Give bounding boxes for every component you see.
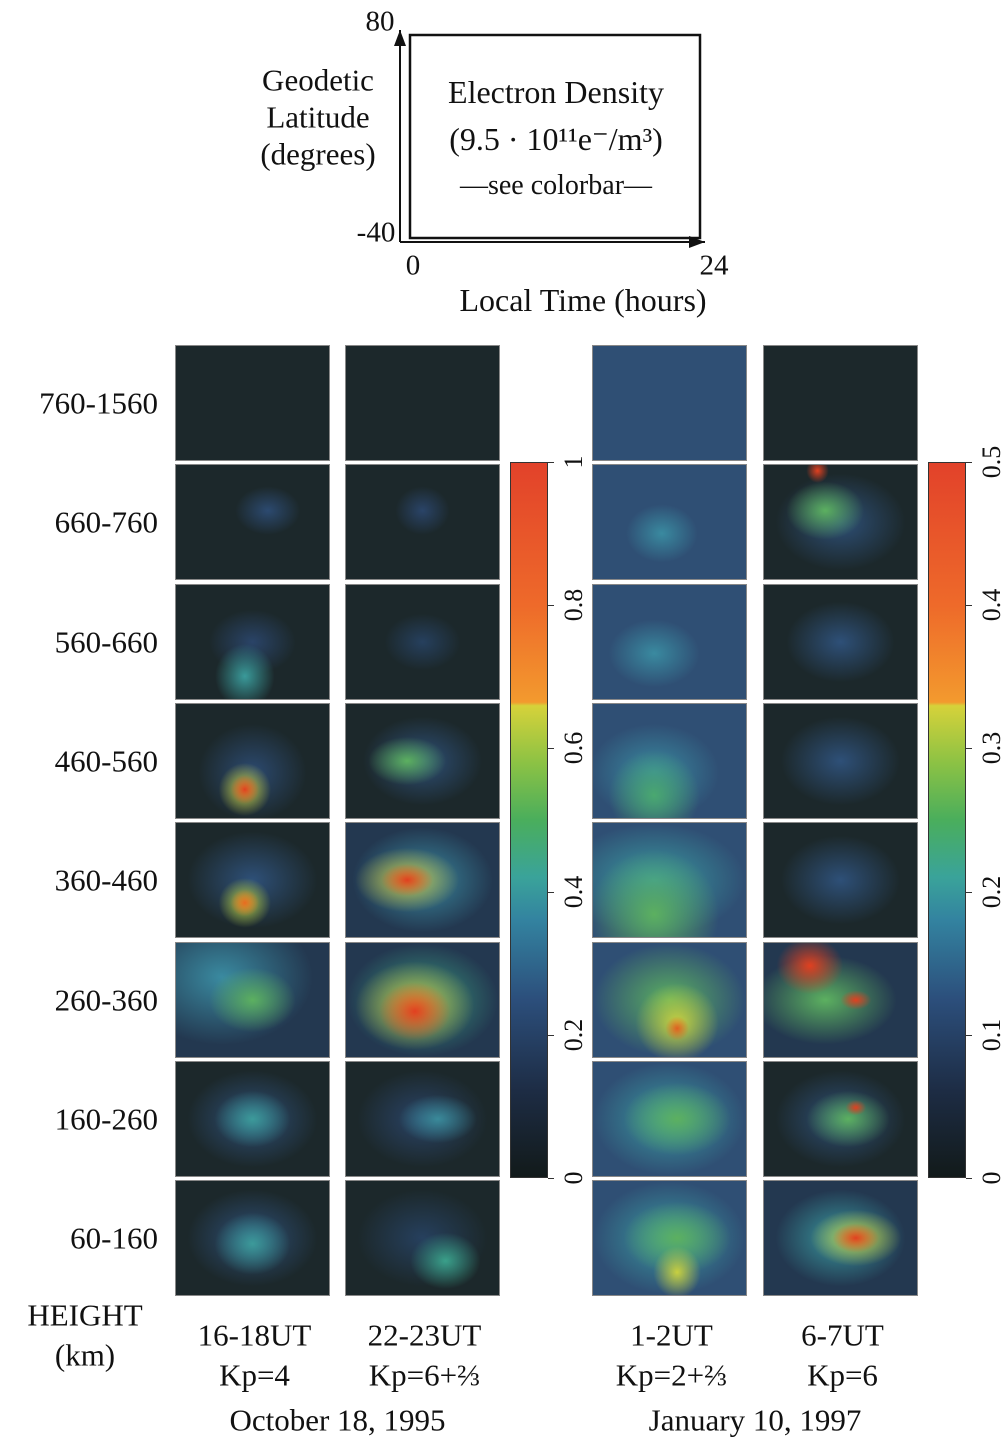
- key-box-text: (9.5 · 10¹¹e⁻/m³): [449, 121, 663, 157]
- heatmap-panel: [345, 1060, 500, 1177]
- colorbar-tick-label: 0.3: [977, 732, 1005, 765]
- heatmap-panel: [592, 822, 747, 939]
- colorbar-tick: [966, 1178, 972, 1179]
- height-label: (km): [54, 1337, 116, 1373]
- heatmap-panel: [175, 464, 330, 581]
- colorbar-tick: [548, 1178, 554, 1179]
- date-label: January 10, 1997: [648, 1402, 862, 1438]
- colorbar-tick-label: 0.2: [977, 875, 1005, 908]
- key-box-text: Electron Density: [448, 74, 664, 110]
- date-label: October 18, 1995: [229, 1402, 446, 1438]
- row-label: 460-560: [54, 743, 158, 779]
- key-box-text: —see colorbar—: [459, 170, 653, 201]
- heatmap-panel: [763, 822, 918, 939]
- colorbar: [510, 462, 548, 1178]
- heatmap-panel: [763, 464, 918, 581]
- colorbar-tick: [548, 462, 554, 463]
- colorbar-tick-label: 0: [559, 1171, 588, 1185]
- colorbar-tick: [548, 891, 554, 893]
- row-label: 660-760: [54, 504, 158, 540]
- heatmap-panel: [175, 941, 330, 1058]
- column-kp: Kp=2+⅔: [615, 1357, 728, 1393]
- colorbar-tick: [966, 462, 972, 463]
- heatmap-panel: [592, 583, 747, 700]
- colorbar-tick: [966, 605, 972, 607]
- colorbar-tick-label: 0.6: [559, 732, 588, 765]
- colorbar: [928, 462, 966, 1178]
- colorbar-tick-label: 0.2: [559, 1018, 588, 1052]
- row-label: 360-460: [54, 862, 158, 898]
- column-kp: Kp=6+⅔: [368, 1357, 481, 1393]
- heatmap-panel: [592, 464, 747, 581]
- column-ut: 6-7UT: [801, 1317, 884, 1353]
- colorbar-tick-label: 1: [559, 455, 588, 469]
- heatmap-panel: [763, 1060, 918, 1177]
- key-y-label: (degrees): [260, 136, 376, 172]
- heatmap-panel: [345, 941, 500, 1058]
- heatmap-panel: [763, 1180, 918, 1297]
- colorbar-tick-label: 0.8: [559, 588, 588, 622]
- row-label: 160-260: [54, 1101, 158, 1137]
- heatmap-panel: [763, 702, 918, 819]
- heatmap-panel: [592, 1180, 747, 1297]
- colorbar-tick: [966, 748, 972, 750]
- colorbar-tick: [966, 1034, 972, 1036]
- key-x-label: Local Time (hours): [459, 282, 707, 318]
- heatmap-panel: [175, 345, 330, 461]
- heatmap-panel: [345, 345, 500, 461]
- colorbar-tick-label: 0.4: [977, 588, 1005, 622]
- heatmap-panel: [592, 1060, 747, 1177]
- heatmap-panel: [345, 822, 500, 939]
- row-label: 260-360: [54, 982, 158, 1017]
- key-box: [408, 33, 702, 240]
- colorbar-tick: [548, 748, 554, 750]
- column-ut: 1-2UT: [630, 1317, 713, 1353]
- key-y-max: 80: [365, 5, 395, 38]
- column-kp: Kp=6: [807, 1357, 878, 1393]
- colorbar-tick-label: 0.5: [977, 445, 1005, 479]
- heatmap-panel: [592, 345, 747, 461]
- key-x-min: 0: [405, 249, 421, 282]
- row-label: 760-1560: [39, 385, 158, 421]
- heatmap-panel: [763, 941, 918, 1058]
- heatmap-panel: [175, 1060, 330, 1177]
- colorbar-tick-label: 0: [977, 1171, 1005, 1185]
- heatmap-panel: [592, 941, 747, 1058]
- row-label: 60-160: [70, 1220, 158, 1256]
- colorbar-tick: [548, 605, 554, 607]
- height-label: HEIGHT: [27, 1297, 143, 1333]
- column-ut: 22-23UT: [367, 1317, 482, 1353]
- heatmap-panel: [175, 1180, 330, 1297]
- heatmap-panel: [345, 464, 500, 581]
- heatmap-panel: [345, 702, 500, 819]
- heatmap-panel: [763, 583, 918, 700]
- key-y-label: Latitude: [266, 99, 370, 135]
- column-ut: 16-18UT: [197, 1317, 312, 1353]
- key-y-min: -40: [356, 216, 396, 249]
- colorbar-tick-label: 0.1: [977, 1018, 1005, 1052]
- heatmap-panel: [763, 345, 918, 461]
- heatmap-panel: [175, 702, 330, 819]
- colorbar-tick: [966, 891, 972, 893]
- key-y-label: Geodetic: [262, 62, 374, 98]
- heatmap-panel: [345, 1180, 500, 1297]
- row-label: 560-660: [54, 624, 158, 660]
- column-kp: Kp=4: [219, 1357, 290, 1393]
- key-x-max: 24: [699, 249, 729, 282]
- heatmap-panel: [175, 822, 330, 939]
- heatmap-panel: [592, 702, 747, 819]
- colorbar-tick-label: 0.4: [559, 875, 588, 908]
- heatmap-panel: [175, 583, 330, 700]
- colorbar-tick: [548, 1034, 554, 1036]
- heatmap-panel: [345, 583, 500, 700]
